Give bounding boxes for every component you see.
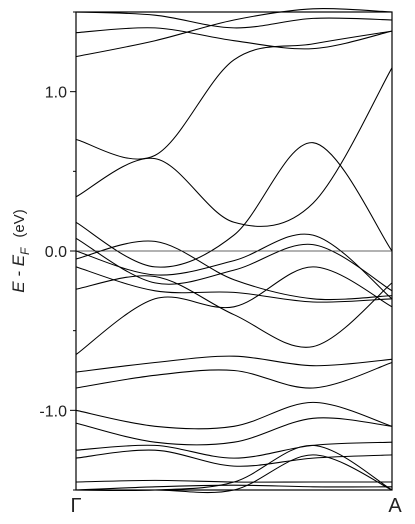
- band-line-1: [75, 8, 393, 58]
- y-tick-label: 0.0: [45, 244, 67, 261]
- y-axis-label: E - EF (eV): [9, 209, 32, 292]
- band-line-12: [75, 266, 393, 356]
- band-line-13: [75, 355, 393, 373]
- y-tick-label: 1.0: [45, 85, 67, 102]
- y-label-sub: F: [18, 247, 32, 255]
- y-tick-label: -1.0: [39, 403, 67, 420]
- x-label-a: A: [388, 495, 402, 517]
- band-line-16: [75, 417, 393, 446]
- band-line-18: [75, 449, 393, 467]
- band-line-15: [75, 401, 393, 430]
- band-line-6: [75, 142, 393, 268]
- band-line-10: [75, 266, 393, 303]
- band-line-7: [75, 237, 393, 292]
- y-axis-ticks: 1.0 0.0 -1.0: [39, 11, 76, 491]
- band-line-5: [75, 67, 393, 227]
- band-line-14: [75, 362, 393, 389]
- band-line-2: [75, 27, 393, 50]
- band-line-20: [75, 484, 393, 491]
- band-line-4: [75, 30, 393, 160]
- y-label-main: E - E: [9, 254, 28, 292]
- x-label-gamma: Γ: [70, 495, 81, 517]
- band-line-9: [75, 240, 393, 301]
- band-line-8: [75, 233, 393, 300]
- band-line-11: [75, 275, 393, 348]
- band-line-17: [75, 441, 393, 459]
- y-label-unit: (eV): [11, 209, 28, 237]
- band-line-3: [75, 11, 393, 29]
- y-axis-label-text: E - EF (eV): [9, 209, 32, 292]
- band-lines: [75, 8, 393, 494]
